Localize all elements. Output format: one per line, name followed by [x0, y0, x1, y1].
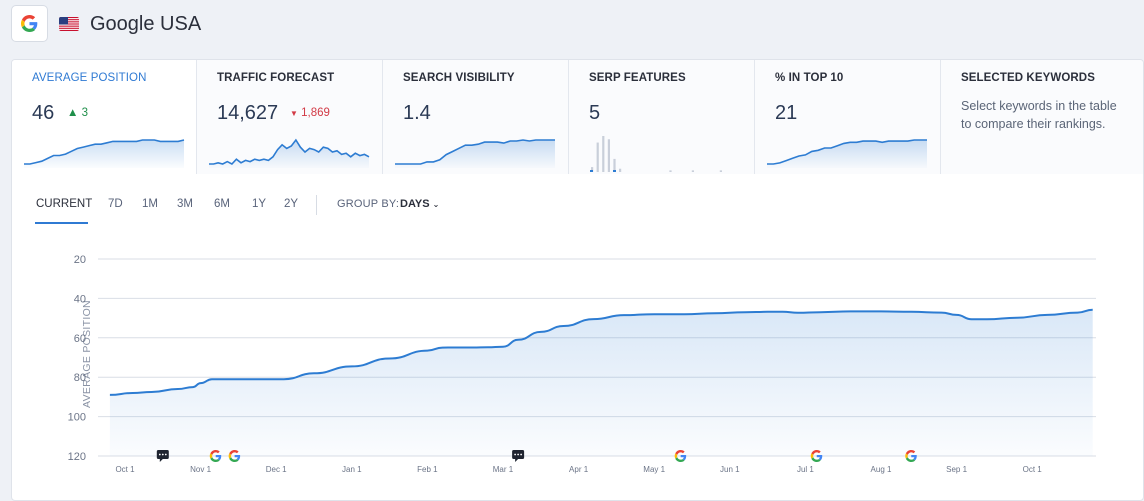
y-tick-label: 40: [74, 293, 86, 305]
serp-feature-marker: [590, 170, 593, 172]
metric-label: AVERAGE POSITION: [32, 72, 147, 84]
x-tick-label: Mar 1: [493, 465, 514, 474]
sparkline-area: [24, 140, 184, 168]
timeframe-tabs: CURRENT 7D 1M 3M 6M 1Y 2Y GROUP BY: DAYS…: [12, 188, 612, 228]
serp-feature-bar: [719, 170, 722, 172]
tab-3m[interactable]: 3M: [177, 198, 193, 210]
google-update-icon[interactable]: [209, 450, 222, 462]
google-update-icon[interactable]: [674, 450, 687, 462]
active-tab-indicator: [35, 222, 88, 224]
selected-keywords-hint: Select keywords in the table to compare …: [961, 99, 1117, 131]
tab-1m[interactable]: 1M: [142, 198, 158, 210]
search-visibility-sparkline: [395, 139, 555, 168]
metric-delta: ▲ 3: [67, 107, 88, 119]
divider: [316, 195, 317, 215]
sparkline-line: [395, 139, 555, 165]
rankings-card: AVERAGE POSITION 46 ▲ 3 TRAFFIC FORECAST…: [11, 59, 1144, 501]
serp-feature-marker: [613, 170, 616, 172]
metric-selected-keywords: SELECTED KEYWORDS Select keywords in the…: [941, 60, 1143, 174]
serp-feature-bar: [591, 167, 594, 172]
metric-serp-features[interactable]: SERP FEATURES 5: [569, 60, 755, 174]
tab-current[interactable]: CURRENT: [36, 198, 93, 210]
google-g-icon: [21, 15, 38, 32]
average-position-chart: 20 40 60 80 100 120 Oct 1 Nov 1 Dec 1 Jan 1 Feb 1 M…: [68, 254, 1096, 474]
metric-value: 14,627: [217, 102, 279, 124]
series-area: [109, 309, 1093, 456]
x-tick-label: Feb 1: [417, 465, 438, 474]
sparkline-line: [209, 138, 370, 165]
metric-label: SERP FEATURES: [589, 72, 686, 84]
metric-delta: ▼ 1,869: [290, 107, 330, 119]
annotation-icon[interactable]: [512, 450, 525, 462]
x-tick-label: Oct 1: [115, 465, 135, 474]
traffic-forecast-sparkline: [209, 138, 370, 168]
y-tick-label: 120: [68, 451, 86, 463]
serp-feature-bar: [613, 158, 616, 172]
metric-label: % IN TOP 10: [775, 72, 844, 84]
metric-average-position[interactable]: AVERAGE POSITION 46 ▲ 3: [12, 60, 197, 174]
x-tick-label: Aug 1: [871, 465, 892, 474]
metric-search-visibility[interactable]: SEARCH VISIBILITY 1.4: [383, 60, 569, 174]
top-bar: Google USA: [0, 0, 1144, 56]
serp-feature-bar: [607, 139, 610, 172]
page-title: Google USA: [90, 13, 202, 35]
group-by-value: DAYS: [400, 198, 430, 210]
average-position-sparkline: [24, 139, 185, 168]
chevron-down-icon: ⌄: [432, 200, 440, 209]
metric-traffic-forecast[interactable]: TRAFFIC FORECAST 14,627 ▼ 1,869: [197, 60, 383, 174]
sparkline-area: [209, 140, 369, 168]
serp-feature-bar: [669, 170, 672, 172]
sparkline-line: [24, 139, 185, 165]
metrics-row: AVERAGE POSITION 46 ▲ 3 TRAFFIC FORECAST…: [12, 60, 1143, 174]
tab-2y[interactable]: 2Y: [284, 198, 299, 210]
arrow-down-icon: ▼: [290, 109, 298, 118]
x-tick-label: Jul 1: [797, 465, 814, 474]
x-tick-label: Apr 1: [569, 465, 589, 474]
serp-feature-bar: [619, 168, 622, 172]
tab-6m[interactable]: 6M: [214, 198, 230, 210]
google-update-icon[interactable]: [228, 450, 241, 462]
search-engine-button[interactable]: [11, 5, 48, 42]
x-tick-label: Nov 1: [190, 465, 211, 474]
arrow-up-icon: ▲: [67, 107, 79, 119]
x-tick-label: Dec 1: [266, 465, 287, 474]
sparkline-area: [395, 140, 555, 168]
serp-features-bars: [590, 136, 722, 172]
metric-delta-value: 1,869: [301, 107, 330, 119]
y-tick-label: 20: [74, 254, 86, 266]
google-update-icon[interactable]: [810, 450, 823, 462]
metric-value: 1.4: [403, 102, 431, 124]
metric-label: SELECTED KEYWORDS: [961, 72, 1095, 84]
x-tick-label: Jan 1: [342, 465, 362, 474]
serp-feature-bar: [691, 170, 694, 172]
y-tick-label: 100: [68, 412, 86, 424]
x-tick-label: Sep 1: [946, 465, 967, 474]
pct-in-top-10-sparkline: [767, 139, 927, 168]
series-line: [109, 308, 1093, 396]
metric-label: TRAFFIC FORECAST: [217, 72, 335, 84]
y-tick-label: 80: [74, 372, 86, 384]
metric-value: 5: [589, 102, 601, 124]
x-tick-label: May 1: [643, 465, 665, 474]
metric-value: 46: [32, 102, 55, 124]
google-update-icon[interactable]: [905, 450, 917, 462]
x-tick-label: Oct 1: [1023, 465, 1043, 474]
metric-label: SEARCH VISIBILITY: [403, 72, 515, 84]
y-tick-label: 60: [74, 333, 86, 345]
serp-feature-bar: [602, 136, 605, 172]
annotation-icon[interactable]: [156, 450, 169, 462]
sparkline-line: [767, 139, 927, 165]
group-by-dropdown[interactable]: DAYS ⌄: [400, 198, 439, 210]
us-flag-icon: [59, 17, 79, 31]
sparkline-area: [767, 140, 927, 168]
group-by-label: GROUP BY:: [337, 198, 400, 210]
x-tick-label: Jun 1: [720, 465, 740, 474]
serp-feature-bar: [596, 142, 599, 172]
tab-7d[interactable]: 7D: [108, 198, 123, 210]
metric-value: 21: [775, 102, 798, 124]
metric-pct-in-top-10[interactable]: % IN TOP 10 21: [755, 60, 941, 174]
metric-delta-value: 3: [81, 107, 88, 119]
tab-1y[interactable]: 1Y: [252, 198, 267, 210]
